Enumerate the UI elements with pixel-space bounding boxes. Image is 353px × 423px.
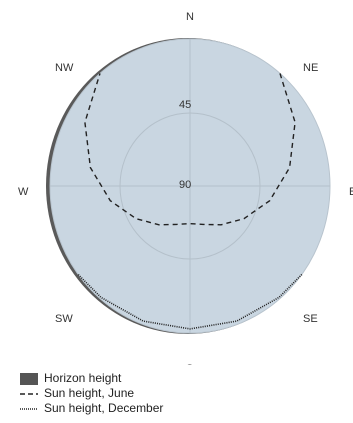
ring-label-90: 90 (179, 179, 191, 191)
direction-ne: NE (303, 62, 318, 74)
direction-nw: NW (55, 62, 74, 74)
direction-se: SE (303, 313, 318, 325)
direction-sw: SW (55, 313, 73, 325)
legend-swatch-june (20, 388, 38, 400)
legend-item-june: Sun height, June (20, 386, 163, 401)
sun-path-june (84, 73, 296, 226)
legend: Horizon height Sun height, June Sun heig… (20, 371, 163, 416)
legend-label-horizon: Horizon height (44, 371, 122, 385)
sun-path-chart: 45 90 N NE E SE S SW W NW (18, 11, 353, 365)
sun-path-december (77, 273, 303, 330)
direction-w: W (18, 186, 29, 198)
legend-swatch-december (20, 403, 38, 415)
legend-swatch-horizon (20, 372, 38, 385)
direction-n: N (186, 11, 194, 23)
legend-item-horizon: Horizon height (20, 371, 163, 386)
direction-e: E (349, 186, 353, 198)
direction-s: S (186, 363, 193, 365)
legend-label-december: Sun height, December (44, 401, 164, 415)
ring-label-45: 45 (179, 99, 191, 111)
legend-item-december: Sun height, December (20, 401, 163, 416)
legend-label-june: Sun height, June (44, 386, 135, 400)
